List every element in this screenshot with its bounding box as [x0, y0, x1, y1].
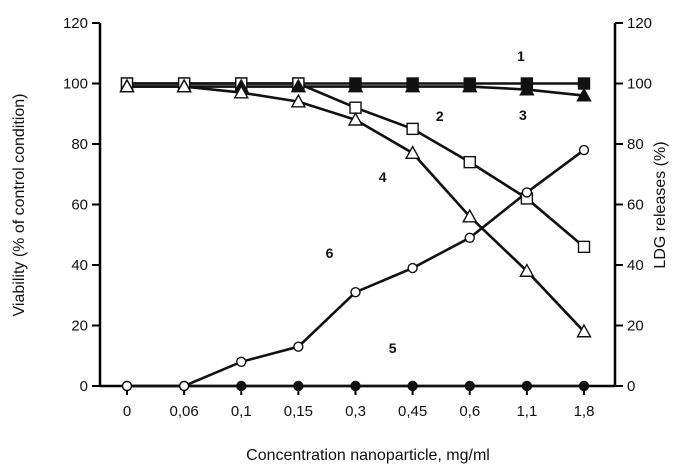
- data-point: [121, 380, 133, 392]
- data-point: [578, 380, 590, 392]
- series-number-label: 1: [517, 48, 525, 64]
- data-point: [407, 262, 418, 274]
- x-axis-title: Concentration nanoparticle, mg/ml: [246, 447, 490, 464]
- data-point: [349, 101, 362, 114]
- y-tick-label-left: 80: [71, 136, 88, 153]
- y-tick-label-right: 100: [627, 76, 652, 93]
- y-tick-label-right: 60: [627, 197, 644, 214]
- data-point: [576, 87, 592, 102]
- y-tick-label-right: 120: [627, 15, 652, 32]
- data-point: [464, 380, 475, 392]
- x-tick-label: 0,15: [284, 403, 313, 420]
- data-point: [178, 380, 190, 392]
- x-tick-label: 0,3: [345, 403, 366, 420]
- x-tick-label: 0: [123, 403, 131, 420]
- data-point: [293, 341, 304, 352]
- x-tick-label: 0,6: [459, 403, 480, 420]
- y-tick-label-right: 80: [627, 136, 644, 153]
- data-point: [176, 78, 192, 93]
- data-point: [578, 144, 590, 156]
- data-point: [236, 380, 247, 392]
- series-number-label: 3: [519, 107, 527, 123]
- x-tick-label: 1,8: [574, 403, 595, 420]
- y-tick-label-left: 60: [71, 197, 88, 214]
- data-point: [464, 232, 475, 243]
- data-point: [347, 78, 364, 93]
- data-point: [290, 93, 307, 108]
- data-point: [404, 145, 421, 159]
- y-tick-label-right: 0: [627, 378, 635, 395]
- data-point: [119, 78, 135, 93]
- y-tick-label-left: 0: [80, 378, 88, 395]
- series-number-label: 2: [436, 108, 444, 124]
- y-tick-label-left: 100: [63, 76, 88, 93]
- y-tick-label-left: 120: [63, 15, 88, 32]
- data-point: [350, 287, 361, 298]
- data-point: [350, 380, 361, 392]
- x-tick-label: 0,45: [398, 403, 427, 420]
- data-point: [521, 380, 533, 392]
- series-number-label: 5: [389, 340, 397, 356]
- data-point: [577, 77, 591, 90]
- data-point: [407, 380, 418, 392]
- x-tick-label: 1,1: [516, 403, 537, 420]
- data-point: [577, 240, 591, 254]
- series-number-label: 4: [379, 169, 387, 185]
- data-point: [521, 187, 533, 198]
- y-tick-label-right: 20: [627, 318, 644, 335]
- data-point: [404, 78, 421, 93]
- series-number-label: 6: [326, 245, 334, 261]
- y-tick-label-left: 20: [71, 318, 88, 335]
- data-point: [233, 84, 249, 99]
- series-line-6: [127, 149, 585, 388]
- data-point: [462, 208, 478, 223]
- x-tick-label: 0,1: [231, 403, 252, 420]
- data-point: [576, 323, 592, 338]
- data-point: [236, 356, 247, 367]
- data-point: [290, 78, 307, 93]
- data-point: [519, 263, 535, 277]
- data-point: [463, 155, 476, 169]
- y-axis-left-title: Viability (% of control condition): [11, 94, 28, 317]
- data-point: [519, 81, 535, 96]
- x-tick-label: 0,06: [170, 403, 199, 420]
- data-point: [406, 122, 419, 136]
- y-tick-label-right: 40: [627, 257, 644, 274]
- data-point: [347, 111, 364, 126]
- y-axis-right-title: LDG releases (%): [652, 141, 669, 268]
- data-point: [462, 78, 478, 93]
- data-point: [293, 380, 304, 392]
- y-tick-label-left: 40: [71, 257, 88, 274]
